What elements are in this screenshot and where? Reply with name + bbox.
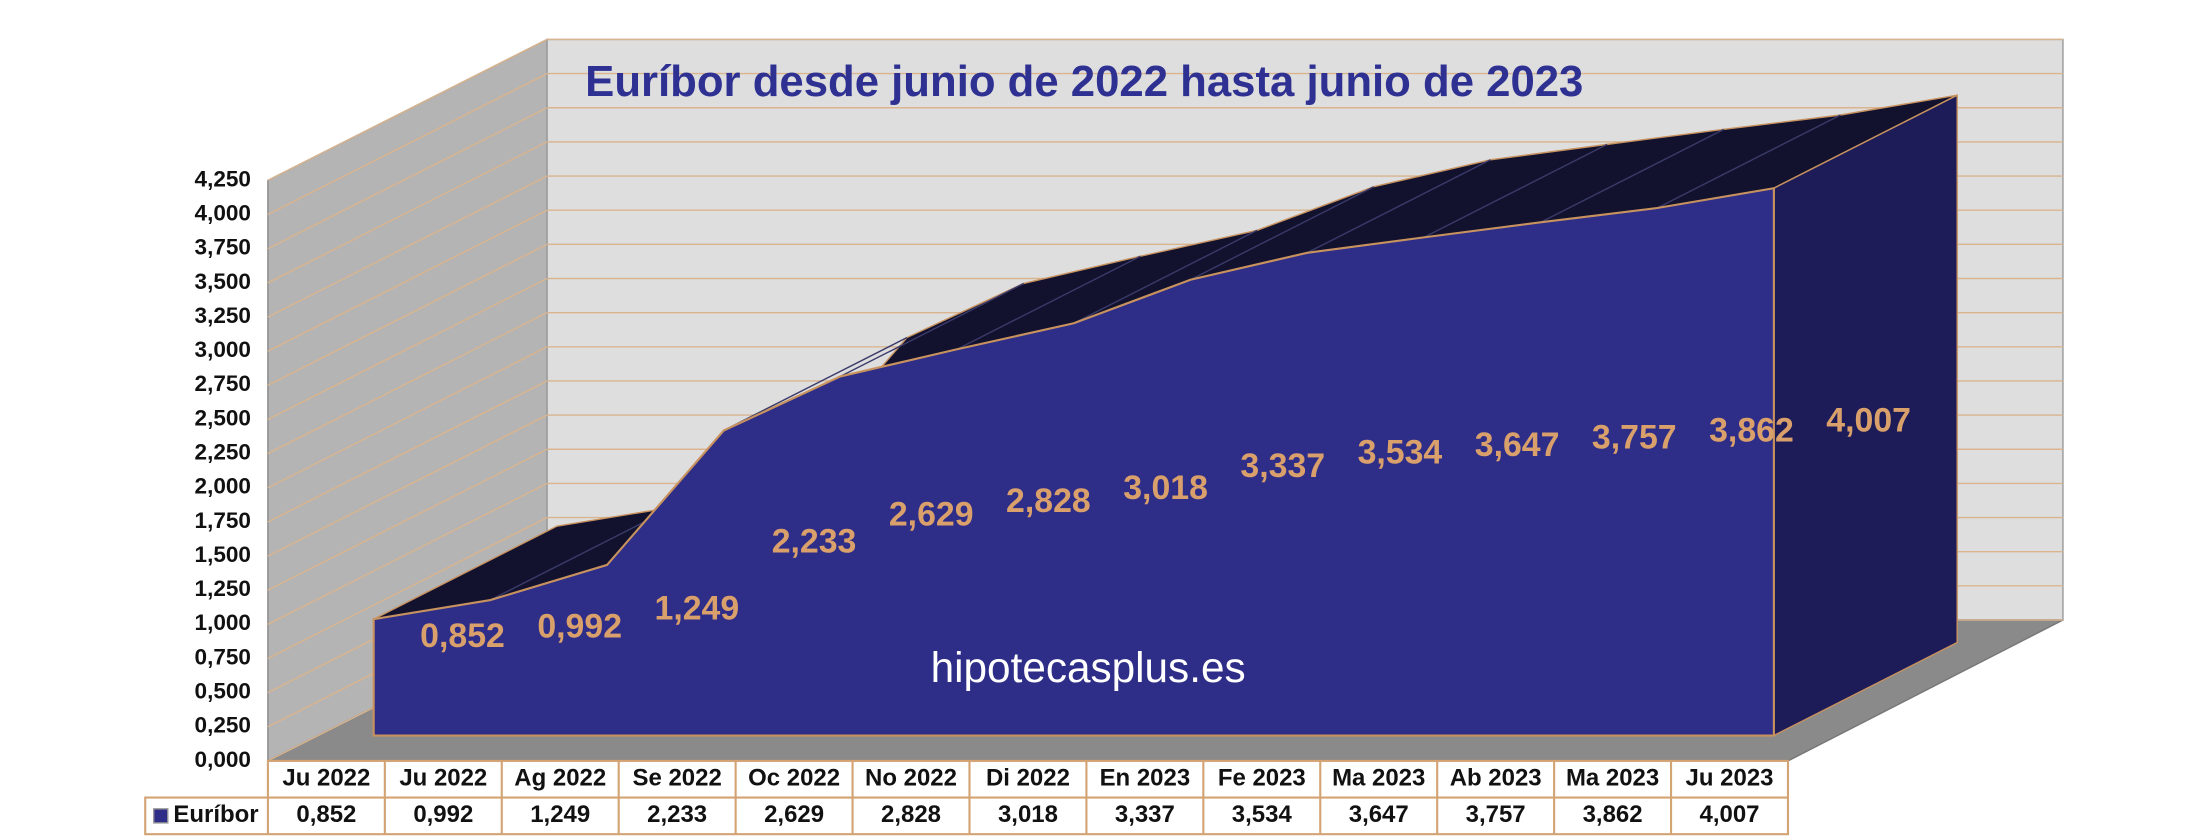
plot: 0,852 0,992 1,249 2,233 2,629 2,828 3,018 3,337… bbox=[372, 94, 1958, 737]
x-tick-label: Ma 2023 bbox=[1332, 765, 1425, 792]
data-label: 1,249 bbox=[655, 590, 740, 628]
grid-line bbox=[267, 243, 548, 386]
table-value: 0,992 bbox=[413, 801, 473, 828]
data-table: Euríbor Ju 2022 0,852 Ju 2022 0,992 Ag 2022 1,… bbox=[144, 759, 1790, 836]
area-top-edge bbox=[840, 282, 1025, 378]
x-tick-label: Ag 2022 bbox=[514, 765, 606, 792]
table-value: 4,007 bbox=[1700, 801, 1760, 828]
y-tick-label: 3,500 bbox=[195, 269, 251, 294]
grid-line bbox=[267, 141, 548, 284]
grid-line bbox=[267, 175, 548, 318]
y-tick-label: 1,750 bbox=[195, 508, 251, 533]
grid-line bbox=[267, 346, 548, 489]
data-label: 3,862 bbox=[1709, 411, 1794, 449]
area-top-edge bbox=[1540, 128, 1725, 223]
data-label: 2,828 bbox=[1006, 482, 1091, 520]
x-tick-label: Ju 2022 bbox=[282, 765, 370, 792]
data-label: 4,007 bbox=[1826, 401, 1911, 439]
y-tick-label: 2,750 bbox=[195, 371, 251, 396]
y-tick-label: 1,000 bbox=[195, 610, 251, 635]
data-label: 0,852 bbox=[420, 617, 505, 655]
y-tick-label: 2,000 bbox=[195, 474, 251, 499]
y-tick-label: 0,000 bbox=[195, 747, 251, 772]
area-top-edge bbox=[1306, 159, 1491, 254]
x-tick-label: Ju 2022 bbox=[399, 765, 487, 792]
data-label: 0,992 bbox=[537, 607, 622, 645]
y-tick-label: 0,750 bbox=[195, 644, 251, 669]
grid-line bbox=[267, 516, 548, 660]
grid-line bbox=[267, 209, 548, 352]
table-value: 0,852 bbox=[296, 801, 356, 828]
data-label: 2,233 bbox=[772, 523, 857, 561]
area-top-edge bbox=[1423, 143, 1608, 238]
table-value: 2,629 bbox=[764, 801, 824, 828]
area-top-edge bbox=[1656, 114, 1841, 209]
y-tick-label: 3,000 bbox=[195, 337, 251, 362]
table-value: 3,018 bbox=[998, 801, 1058, 828]
table-value: 3,862 bbox=[1583, 801, 1643, 828]
table-value: 3,757 bbox=[1466, 801, 1526, 828]
area-top-edge bbox=[956, 255, 1141, 350]
area bbox=[372, 186, 1775, 737]
grid-line bbox=[267, 312, 548, 455]
y-tick-label: 0,500 bbox=[195, 679, 251, 704]
legend-label: Euríbor bbox=[173, 801, 258, 828]
x-tick-label: En 2023 bbox=[1100, 765, 1191, 792]
grid-line bbox=[267, 72, 548, 216]
x-tick-label: Fe 2023 bbox=[1218, 765, 1306, 792]
table-value: 3,647 bbox=[1349, 801, 1409, 828]
data-label: 3,757 bbox=[1592, 418, 1677, 456]
grid-line bbox=[267, 414, 548, 557]
data-label: 3,534 bbox=[1358, 434, 1443, 472]
grid-line bbox=[267, 107, 548, 250]
table-header bbox=[266, 759, 1790, 799]
y-tick-label: 1,250 bbox=[195, 576, 251, 601]
area-top-edge bbox=[1190, 186, 1375, 281]
grid-line bbox=[267, 38, 548, 181]
data-label: 3,018 bbox=[1123, 469, 1208, 507]
watermark: hipotecasplus.es bbox=[931, 644, 1246, 691]
x-tick-label: Ab 2023 bbox=[1450, 765, 1542, 792]
x-tick-label: Oc 2022 bbox=[748, 765, 840, 792]
data-label: 2,629 bbox=[889, 495, 974, 533]
data-label: 3,647 bbox=[1475, 426, 1560, 464]
grid-line bbox=[267, 482, 548, 625]
grid-line bbox=[267, 380, 548, 523]
table-value: 2,233 bbox=[647, 801, 707, 828]
table-row bbox=[144, 796, 1790, 836]
x-tick-label: Ma 2023 bbox=[1566, 765, 1659, 792]
y-tick-label: 3,750 bbox=[195, 235, 251, 260]
grid-line bbox=[267, 448, 548, 591]
legend-key bbox=[152, 808, 169, 824]
data-label: 3,337 bbox=[1240, 447, 1325, 485]
y-tick-label: 1,500 bbox=[195, 542, 251, 567]
y-tick-label: 4,000 bbox=[195, 200, 251, 225]
chart-title: Euríbor desde junio de 2022 hasta junio … bbox=[585, 57, 1583, 106]
area-top-edge bbox=[723, 336, 908, 432]
table-value: 3,337 bbox=[1115, 801, 1175, 828]
table-value: 3,534 bbox=[1232, 801, 1293, 828]
x-tick-label: Ju 2023 bbox=[1686, 765, 1774, 792]
y-tick-label: 0,250 bbox=[195, 713, 251, 738]
y-tick-label: 2,250 bbox=[195, 440, 251, 465]
x-tick-label: Di 2022 bbox=[986, 765, 1070, 792]
x-tick-label: Se 2022 bbox=[633, 765, 722, 792]
y-tick-label: 2,500 bbox=[195, 405, 251, 430]
grid-line bbox=[267, 277, 548, 421]
area-top-edge bbox=[1073, 229, 1258, 324]
table-value: 1,249 bbox=[530, 801, 590, 828]
table-value: 2,828 bbox=[881, 801, 941, 828]
y-tick-label: 4,250 bbox=[195, 166, 251, 191]
y-tick-label: 3,250 bbox=[195, 303, 251, 328]
x-tick-label: No 2022 bbox=[865, 765, 957, 792]
